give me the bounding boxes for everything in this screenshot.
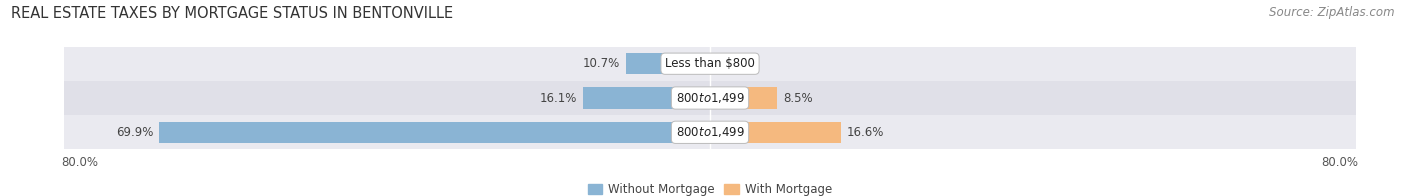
Text: 69.9%: 69.9% (115, 126, 153, 139)
Text: 0.31%: 0.31% (718, 57, 756, 70)
Bar (710, 53, 713, 74)
Bar (159, 122, 710, 143)
Bar (65, 81, 1355, 115)
Text: 8.5%: 8.5% (783, 92, 813, 104)
Text: Source: ZipAtlas.com: Source: ZipAtlas.com (1270, 6, 1395, 19)
Bar (626, 53, 710, 74)
Bar (710, 87, 778, 109)
Text: 16.6%: 16.6% (846, 126, 884, 139)
Text: $800 to $1,499: $800 to $1,499 (675, 125, 745, 139)
Bar (583, 87, 710, 109)
Text: Less than $800: Less than $800 (665, 57, 755, 70)
Text: 16.1%: 16.1% (540, 92, 576, 104)
Legend: Without Mortgage, With Mortgage: Without Mortgage, With Mortgage (583, 179, 837, 196)
Bar (710, 122, 841, 143)
Bar (65, 47, 1355, 81)
Text: 10.7%: 10.7% (582, 57, 620, 70)
Text: REAL ESTATE TAXES BY MORTGAGE STATUS IN BENTONVILLE: REAL ESTATE TAXES BY MORTGAGE STATUS IN … (11, 6, 453, 21)
Text: $800 to $1,499: $800 to $1,499 (675, 91, 745, 105)
Bar (65, 115, 1355, 150)
